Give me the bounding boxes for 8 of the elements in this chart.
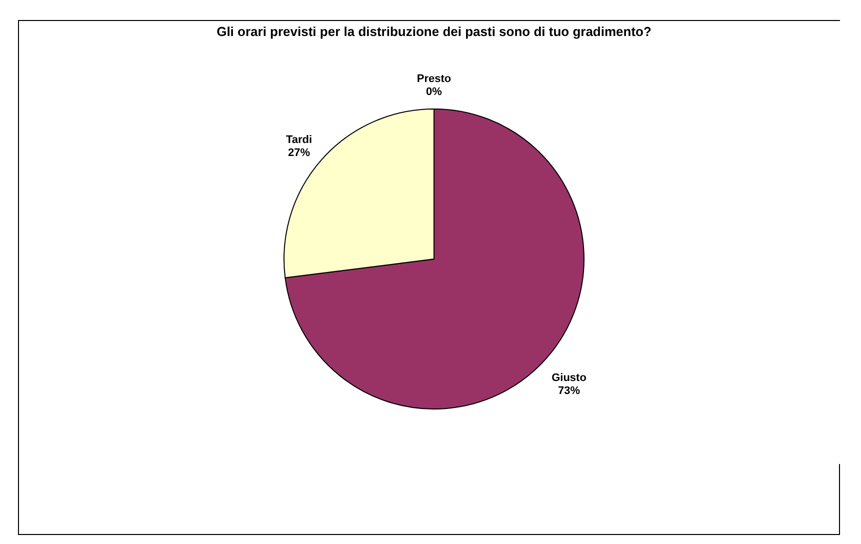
slice-label: Tardi bbox=[286, 134, 312, 146]
data-label: 73% bbox=[558, 385, 580, 398]
data-label: 27% bbox=[288, 146, 310, 159]
pie-slice bbox=[284, 108, 584, 410]
text: 0% bbox=[426, 86, 442, 98]
slice-label: Giusto bbox=[552, 372, 587, 384]
category-label: Presto bbox=[416, 73, 452, 85]
chart-title: Gli orari previsti per la distribuzione dei pasti sono di tuo gradimento? bbox=[216, 24, 652, 39]
